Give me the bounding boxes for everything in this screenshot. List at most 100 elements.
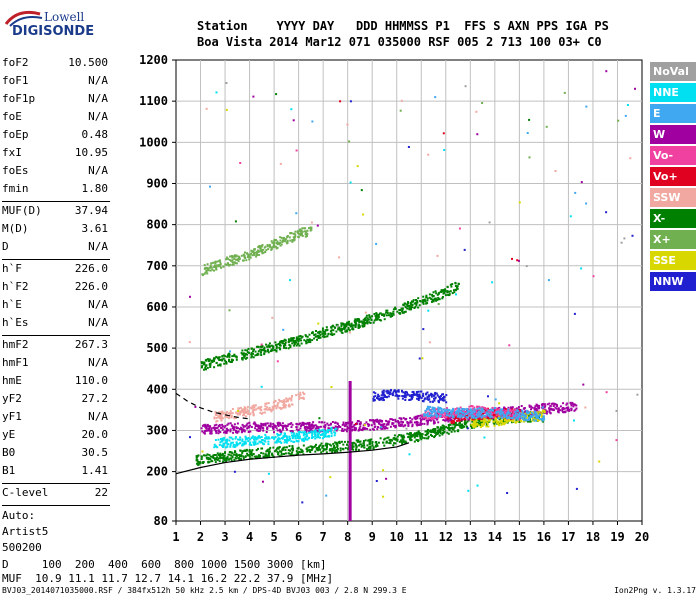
echo-point: [445, 401, 448, 404]
echo-point: [401, 395, 404, 398]
echo-point: [429, 405, 432, 408]
echo-point: [394, 394, 397, 397]
echo-point: [398, 434, 401, 436]
echo-point: [248, 443, 251, 446]
echo-point: [507, 410, 510, 413]
echo-point: [512, 412, 515, 415]
echo-point: [394, 424, 397, 427]
echo-point: [605, 391, 608, 394]
echo-point: [281, 422, 284, 425]
echo-point: [354, 318, 357, 321]
echo-point: [392, 391, 395, 394]
echo-point: [252, 356, 255, 359]
echo-point: [214, 412, 217, 415]
echo-point: [268, 244, 271, 246]
param-name: h`E: [2, 298, 22, 311]
echo-point: [440, 412, 443, 415]
echo-point: [392, 424, 395, 427]
echo-point: [229, 410, 232, 413]
echo-point: [534, 411, 537, 414]
echo-point: [253, 455, 256, 458]
echo-point: [329, 423, 332, 426]
echo-point: [452, 407, 455, 410]
echo-point: [285, 347, 288, 350]
echo-point: [354, 422, 357, 425]
echo-point: [219, 441, 222, 444]
echo-point: [383, 318, 386, 321]
echo-point: [274, 436, 277, 438]
echo-point: [223, 437, 226, 439]
echo-point: [271, 436, 273, 439]
legend-entry: SSW: [650, 188, 696, 207]
echo-point: [303, 422, 306, 425]
echo-point: [557, 407, 560, 410]
echo-point: [254, 350, 257, 353]
param-name: foEs: [2, 164, 29, 177]
echo-point: [257, 249, 260, 252]
echo-point: [263, 443, 266, 446]
echo-point: [188, 341, 191, 344]
echo-point: [507, 408, 510, 411]
echo-point: [273, 431, 275, 434]
echo-point: [371, 419, 374, 422]
echo-point: [279, 430, 282, 433]
echo-point: [392, 418, 394, 421]
echo-point: [434, 431, 437, 434]
echo-point: [323, 421, 326, 424]
echo-point: [383, 314, 386, 317]
echo-point: [206, 429, 209, 432]
echo-point: [356, 165, 359, 168]
echo-point: [426, 421, 429, 424]
param-row: h`F 226.0: [2, 262, 110, 280]
echo-point: [585, 105, 588, 108]
echo-point: [415, 302, 418, 305]
echo-point: [272, 427, 274, 430]
echo-point: [500, 423, 503, 426]
echo-point: [285, 441, 288, 444]
echo-point: [267, 440, 270, 443]
echo-point: [237, 427, 239, 430]
echo-point: [397, 390, 400, 393]
echo-point: [291, 445, 294, 447]
echo-point: [409, 420, 412, 423]
echo-point: [302, 434, 305, 437]
echo-point: [419, 434, 422, 437]
echo-point: [417, 297, 420, 300]
echo-point: [445, 416, 448, 418]
echo-point: [218, 259, 221, 262]
echo-point: [336, 426, 339, 428]
y-tick-label: 400: [146, 382, 168, 396]
echo-point: [410, 394, 413, 396]
echo-point: [306, 435, 308, 438]
x-tick-label: 16: [537, 530, 551, 544]
echo-point: [263, 349, 266, 352]
echo-point: [212, 457, 215, 460]
echo-point: [213, 446, 216, 449]
param-row: foF1 N/A: [2, 74, 110, 92]
echo-point: [301, 439, 304, 442]
echo-point: [499, 411, 502, 414]
echo-point: [447, 413, 449, 416]
echo-point: [251, 436, 253, 439]
echo-point: [408, 453, 411, 456]
param-row: fmin 1.80: [2, 182, 110, 200]
echo-point: [225, 457, 228, 459]
echo-point: [218, 359, 221, 361]
echo-point: [391, 315, 394, 317]
echo-point: [261, 411, 264, 414]
echo-point: [201, 273, 204, 276]
echo-point: [285, 397, 288, 400]
echo-point: [305, 340, 307, 343]
echo-point: [477, 410, 480, 413]
echo-point: [407, 424, 410, 427]
echo-point: [225, 82, 228, 84]
echo-point: [546, 410, 548, 413]
echo-point: [221, 423, 224, 426]
echo-point: [442, 132, 445, 135]
echo-point: [358, 320, 361, 323]
echo-point: [292, 447, 294, 450]
echo-point: [481, 102, 484, 104]
echo-point: [270, 344, 273, 347]
echo-point: [538, 404, 540, 407]
